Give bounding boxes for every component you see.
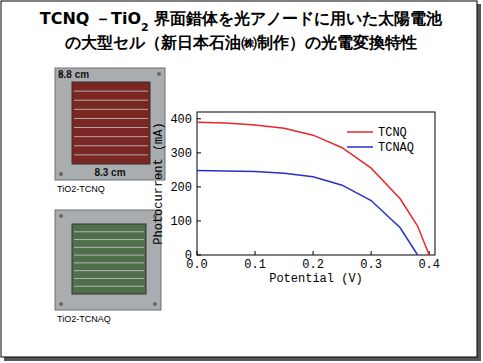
photo-cell	[72, 82, 150, 164]
dimension-label: 8.3 cm	[94, 167, 125, 178]
y-tick-label: 200	[170, 181, 192, 195]
x-tick-label: 0.4	[418, 258, 440, 272]
photo-strip	[74, 286, 144, 287]
photo: 8.8 cm 8.3 cm	[55, 68, 165, 180]
title-segment: 界面錯体を光アノードに用いた太陽電池	[149, 9, 444, 28]
x-tick-label: 0.2	[302, 258, 324, 272]
photo	[55, 210, 161, 310]
photo-strip	[74, 145, 148, 146]
photo-screw	[153, 302, 157, 306]
x-axis-label: Potential (V)	[269, 272, 363, 286]
photo-strip	[74, 154, 148, 155]
photo-screw	[59, 172, 63, 176]
photo-strip	[74, 255, 144, 256]
y-tick	[197, 152, 201, 153]
y-tick	[197, 118, 201, 119]
photo-strip	[74, 278, 144, 279]
y-tick-label: 300	[170, 147, 192, 161]
photo-screw	[59, 214, 63, 218]
series-group	[197, 122, 429, 255]
photo-strip	[74, 127, 148, 128]
photo-caption: TiO2-TCNQ	[57, 184, 105, 194]
x-tick	[255, 251, 256, 255]
x-tick-label: 0.3	[360, 258, 382, 272]
plot-frame	[197, 112, 435, 255]
photo-frame	[55, 68, 165, 180]
chart: 0.00.10.20.30.40100200300400Potential (V…	[152, 112, 440, 286]
photo-strip	[74, 118, 148, 119]
x-tick	[371, 251, 372, 255]
y-tick	[197, 220, 201, 221]
y-tick	[197, 255, 201, 256]
dimension-label: 8.8 cm	[58, 69, 89, 80]
legend-swatch	[347, 131, 373, 133]
title-segment: TCNQ －TiO	[40, 9, 141, 28]
legend-swatch	[347, 146, 373, 148]
photo-frame	[55, 210, 161, 310]
title-segment: 2	[141, 21, 149, 34]
x-tick-label: 0.1	[244, 258, 266, 272]
photo-caption: TiO2-TCNAQ	[57, 314, 111, 324]
x-tick	[197, 251, 198, 255]
photo-strip	[74, 100, 148, 101]
photo-strip	[74, 91, 148, 92]
photo-cell	[72, 224, 146, 294]
photo-screw	[157, 72, 161, 76]
y-tick-label: 400	[170, 113, 192, 127]
y-tick-label: 100	[170, 215, 192, 229]
photo-strip	[74, 270, 144, 271]
legend-label: TCNQ	[378, 126, 407, 140]
photo-strip	[74, 109, 148, 110]
x-tick	[313, 251, 314, 255]
y-axis-label: Photocurrent (mA)	[152, 122, 166, 244]
slide: TCNQ －TiO2 界面錯体を光アノードに用いた太陽電池の大型セル（新日本石油…	[0, 0, 483, 363]
title-line: TCNQ －TiO2 界面錯体を光アノードに用いた太陽電池	[40, 9, 443, 34]
photo-screw	[59, 302, 63, 306]
photo-strip	[74, 247, 144, 248]
photo-strip	[74, 262, 144, 263]
y-tick-label: 0	[185, 249, 192, 263]
legend-label: TCNAQ	[378, 141, 414, 155]
photo-strip	[74, 239, 144, 240]
title-line: の大型セル（新日本石油㈱制作）の光電変換特性	[65, 33, 417, 52]
series-line	[197, 171, 418, 255]
photo-strip	[74, 136, 148, 137]
legend: TCNQTCNAQ	[347, 126, 414, 155]
frame	[1, 1, 477, 357]
y-tick	[197, 186, 201, 187]
title-segment: の大型セル（新日本石油㈱制作）の光電変換特性	[65, 33, 417, 52]
series-line	[197, 122, 429, 255]
photo-strip	[74, 231, 144, 232]
